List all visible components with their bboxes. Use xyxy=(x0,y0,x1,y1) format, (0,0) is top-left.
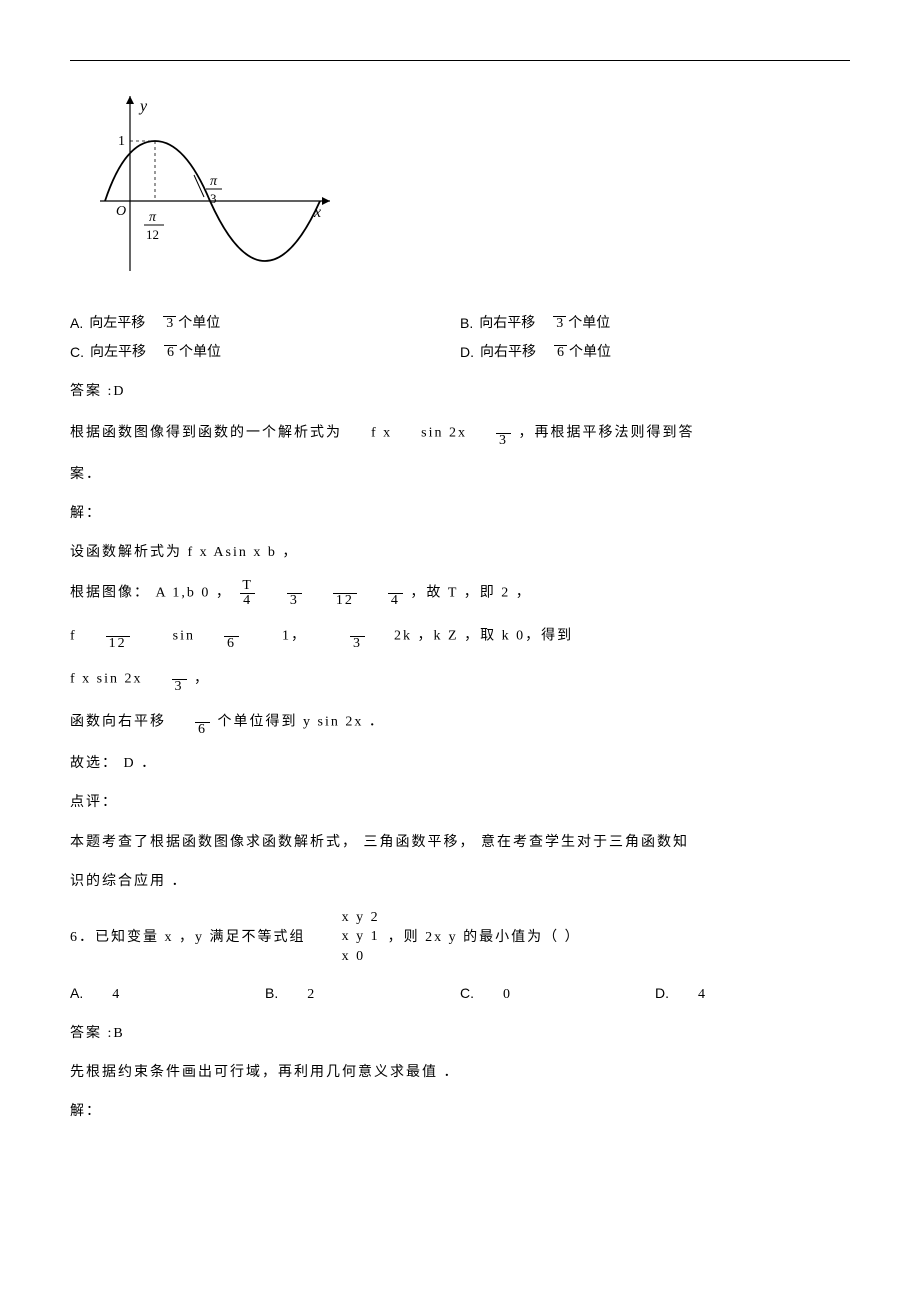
y-axis-label: y xyxy=(138,98,148,115)
q6-option-c: C. 0 xyxy=(460,981,655,1007)
svg-text:12: 12 xyxy=(146,227,159,242)
q5-sol-label: 解： xyxy=(70,501,850,526)
q6-inequality-system: { x y 2 x y 1 x 0 xyxy=(314,908,380,967)
q6-answer: 答案 :B xyxy=(70,1021,850,1046)
q6-options-row: A. 4 B. 2 C. 0 D. 4 xyxy=(70,981,850,1007)
q5-comment-label: 点评： xyxy=(70,790,850,815)
q5-option-d: D. 向右平移 6 个单位 xyxy=(460,340,850,365)
q5-sol-line4: f x sin 2x 3 ， xyxy=(70,665,850,694)
q5-sol-line1: 设函数解析式为 f x Asin x b ， xyxy=(70,540,850,565)
q6-option-a: A. 4 xyxy=(70,981,265,1007)
q6-option-b: B. 2 xyxy=(265,981,460,1007)
x-axis-label: x xyxy=(313,204,321,221)
q5-comment-2: 识的综合应用 ． xyxy=(70,869,850,894)
q5-sol-line5: 函数向右平移 6 个单位得到 y sin 2x ． xyxy=(70,708,850,737)
q5-options-row-2: C. 向左平移 6 个单位 D. 向右平移 6 个单位 xyxy=(70,340,850,365)
page: y x O 1 π 12 π 3 A. 向左平移 3 个单位 B. 向右平移 xyxy=(70,60,850,1124)
q5-answer: 答案 :D xyxy=(70,379,850,404)
q5-comment-1: 本题考查了根据函数图像求函数解析式， 三角函数平移， 意在考查学生对于三角函数知 xyxy=(70,830,850,855)
origin-label: O xyxy=(116,204,126,219)
svg-text:3: 3 xyxy=(210,191,217,206)
q5-sol-line3: f 12 sin 6 1， 3 2k ，k Z ，取 k 0，得到 xyxy=(70,622,850,651)
svg-text:π: π xyxy=(210,174,218,189)
q6-stem: 6．已知变量 x ，y 满足不等式组 { x y 2 x y 1 x 0 ，则 … xyxy=(70,908,850,967)
q5-options-row-1: A. 向左平移 3 个单位 B. 向右平移 3 个单位 xyxy=(70,311,850,336)
q5-option-a: A. 向左平移 3 个单位 xyxy=(70,311,460,336)
q5-analysis-line1: 根据函数图像得到函数的一个解析式为 f x sin 2x 3 ，再根据平移法则得… xyxy=(70,419,850,448)
q5-therefore: 故选： D ． xyxy=(70,751,850,776)
q6-option-d: D. 4 xyxy=(655,981,850,1007)
q5-option-c: C. 向左平移 6 个单位 xyxy=(70,340,460,365)
q5-option-b: B. 向右平移 3 个单位 xyxy=(460,311,850,336)
q6-sol-label: 解： xyxy=(70,1099,850,1124)
q6-analysis-1: 先根据约束条件画出可行域，再利用几何意义求最值 ． xyxy=(70,1060,850,1085)
function-graph: y x O 1 π 12 π 3 xyxy=(70,81,350,291)
q5-analysis-line2: 案． xyxy=(70,462,850,487)
q5-sol-line2: 根据图像： A 1,b 0 ， T4 3 12 4 ，故 T ，即 2 ， xyxy=(70,579,850,608)
y-intercept-label: 1 xyxy=(118,134,125,149)
svg-text:π: π xyxy=(149,210,157,225)
